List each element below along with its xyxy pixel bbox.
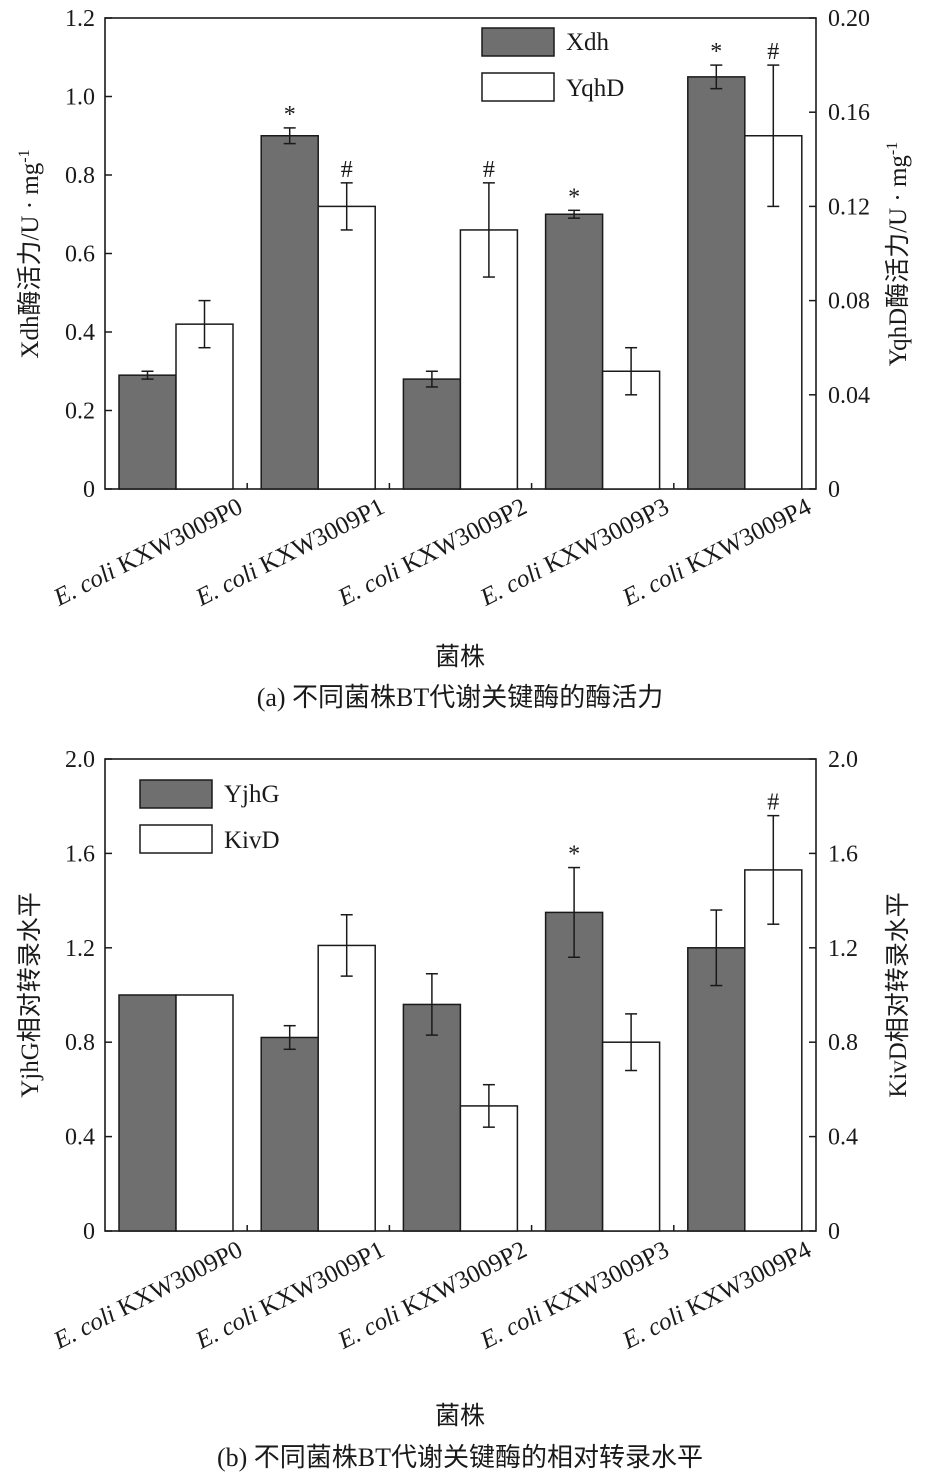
legend-swatch-yqhd — [481, 72, 555, 102]
left-tick-label: 1.0 — [65, 85, 95, 111]
panel-a-chart: * * * # # # 0 0.2 0.4 0.6 0.8 1.0 1.2 0 0.04 0.08 0.12… — [16, 6, 912, 712]
panel-a-caption: (a) 不同菌株BT代谢关键酶的酶活力 — [257, 683, 664, 712]
bar-kivd-1 — [317, 944, 376, 1232]
left-tick-label: 0.6 — [65, 242, 95, 268]
significance-mark-yqhd-1: # — [341, 157, 353, 183]
error-bar-xdh-3 — [568, 209, 581, 219]
error-bar-yqhd-3 — [625, 346, 638, 396]
panel-b-right-axis-ticks: 0 0.4 0.8 1.2 1.6 2.0 — [809, 747, 858, 1245]
error-bar-kivd-4 — [767, 814, 780, 925]
panel-a-right-axis-label: YqhD酶活力/U · mg-1 — [884, 142, 912, 366]
panel-b-left-axis-label: YjhG相对转录水平 — [16, 892, 44, 1098]
right-tick-label: 1.6 — [828, 841, 858, 867]
significance-mark-yqhd-4: # — [767, 39, 779, 65]
significance-mark-xdh-4: * — [710, 39, 722, 65]
legend-swatch-yjhg — [139, 779, 213, 809]
significance-mark-xdh-3: * — [568, 184, 580, 210]
left-tick-label: 1.2 — [65, 6, 95, 32]
error-bar-xdh-0 — [141, 370, 154, 380]
bar-xdh-3 — [544, 213, 604, 490]
panel-b-chart: *# 00.40.81.21.62.0 00.40.81.21.62.0 E. … — [16, 747, 912, 1472]
error-bar-yqhd-1 — [340, 182, 353, 231]
panel-a-left-axis-ticks: 0 0.2 0.4 0.6 0.8 1.0 1.2 — [65, 6, 112, 503]
error-bar-kivd-3 — [625, 1013, 638, 1072]
legend-label-xdh: Xdh — [566, 29, 610, 56]
panel-a-right-axis-ticks: 0 0.04 0.08 0.12 0.16 0.20 — [809, 6, 870, 503]
right-tick-label: 0.20 — [828, 6, 870, 32]
right-tick-label: 0.08 — [828, 289, 870, 315]
significance-mark-yjhg-3: * — [568, 842, 580, 868]
panel-b-x-axis-label: 菌株 — [435, 1402, 485, 1430]
bar-xdh-2 — [402, 378, 462, 490]
right-tick-label: 2.0 — [828, 747, 858, 773]
right-tick-label: 0.4 — [828, 1125, 858, 1151]
left-tick-label: 0 — [83, 1219, 95, 1245]
left-tick-label: 1.2 — [65, 936, 95, 962]
panel-a-legend: Xdh YqhD — [481, 27, 624, 102]
legend-swatch-xdh — [481, 27, 555, 57]
panel-b-caption: (b) 不同菌株BT代谢关键酶的相对转录水平 — [217, 1443, 703, 1472]
bar-xdh-4 — [687, 76, 746, 490]
error-bar-yqhd-2 — [482, 182, 495, 278]
right-tick-label: 1.2 — [828, 936, 858, 962]
panel-b-legend: YjhG KivD — [139, 779, 280, 854]
panel-a-x-axis-label: 菌株 — [435, 643, 485, 671]
bar-xdh-1 — [260, 135, 319, 490]
bar-yjhg-4 — [687, 947, 746, 1232]
error-bar-xdh-2 — [425, 370, 438, 388]
bar-xdh-0 — [118, 374, 177, 490]
bar-yjhg-3 — [544, 911, 604, 1232]
panel-a-left-axis-label: Xdh酶活力/U · mg-1 — [16, 149, 44, 358]
right-tick-label: 0 — [828, 477, 840, 503]
error-bar-kivd-1 — [340, 914, 353, 977]
left-tick-label: 0.2 — [65, 399, 95, 425]
error-bar-kivd-2 — [482, 1083, 495, 1128]
left-tick-label: 0.8 — [65, 1030, 95, 1056]
right-tick-label: 0.16 — [828, 100, 870, 126]
error-bar-yqhd-4 — [767, 64, 780, 208]
left-tick-label: 1.6 — [65, 841, 95, 867]
error-bar-yjhg-3 — [568, 866, 581, 958]
bar-yqhd-1 — [317, 205, 376, 490]
left-tick-label: 0.8 — [65, 163, 95, 189]
error-bar-yjhg-2 — [425, 973, 438, 1036]
panel-b-right-axis-label: KivD相对转录水平 — [884, 892, 912, 1098]
error-bar-yjhg-4 — [710, 909, 723, 987]
right-tick-label: 0.04 — [828, 383, 870, 409]
panel-b-left-axis-ticks: 0 0.4 0.8 1.2 1.6 2.0 — [65, 747, 112, 1245]
bar-kivd-0 — [175, 994, 234, 1232]
left-tick-label: 0 — [83, 477, 95, 503]
bar-kivd-4 — [744, 869, 803, 1232]
left-tick-label: 2.0 — [65, 747, 95, 773]
bar-yqhd-0 — [175, 323, 234, 490]
right-tick-label: 0.12 — [828, 194, 870, 220]
legend-label-kivd: KivD — [224, 827, 280, 854]
error-bar-xdh-4 — [710, 64, 723, 90]
left-tick-label: 0.4 — [65, 1125, 95, 1151]
right-tick-label: 0.8 — [828, 1030, 858, 1056]
right-tick-label: 0 — [828, 1219, 840, 1245]
panel-a-bars: * * * # # # — [118, 39, 803, 490]
left-tick-label: 0.4 — [65, 320, 95, 346]
error-bar-yqhd-0 — [198, 299, 211, 349]
significance-mark-yqhd-2: # — [483, 157, 495, 183]
bar-yjhg-0 — [118, 994, 177, 1232]
legend-swatch-kivd — [139, 824, 213, 854]
significance-mark-xdh-1: * — [284, 102, 296, 128]
error-bar-yjhg-1 — [283, 1024, 296, 1051]
error-bar-xdh-1 — [283, 127, 296, 145]
legend-label-yjhg: YjhG — [224, 781, 280, 808]
legend-label-yqhd: YqhD — [566, 75, 624, 102]
bar-yjhg-2 — [402, 1003, 462, 1232]
panel-b-bars: *# — [118, 790, 803, 1232]
bar-yjhg-1 — [260, 1036, 319, 1232]
significance-mark-kivd-4: # — [767, 790, 779, 816]
